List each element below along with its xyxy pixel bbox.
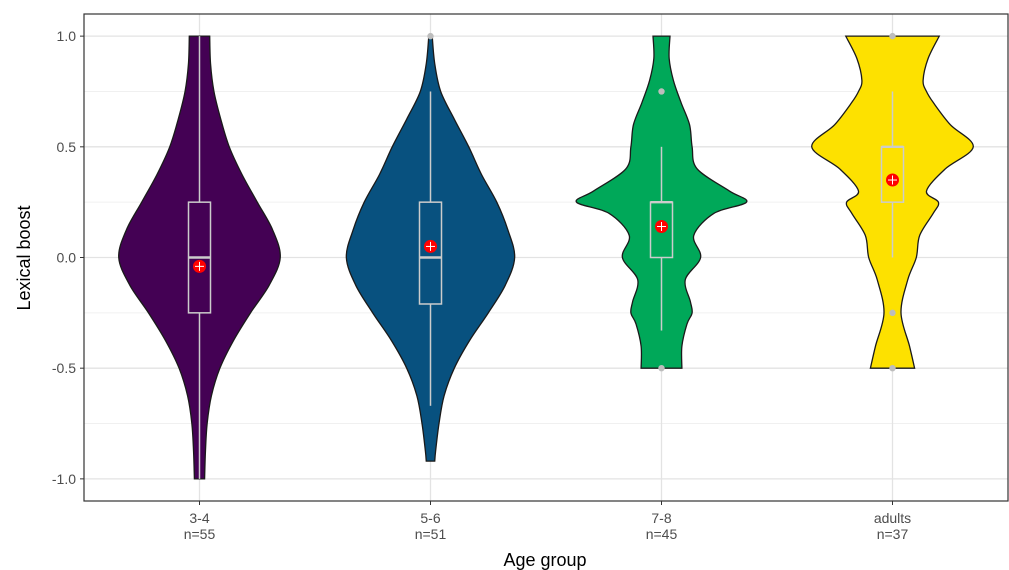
- x-count-label: n=55: [184, 526, 216, 542]
- x-axis-title: Age group: [503, 550, 586, 570]
- y-tick-label: 1.0: [57, 28, 77, 44]
- y-axis-title: Lexical boost: [14, 205, 34, 310]
- outlier-point: [658, 88, 665, 95]
- x-count-label: n=37: [877, 526, 909, 542]
- y-tick-label: -1.0: [52, 471, 76, 487]
- outlier-point: [889, 309, 896, 317]
- x-count-label: n=51: [415, 526, 447, 542]
- x-tick-label: 3-4: [189, 510, 209, 526]
- outlier-point: [889, 32, 896, 40]
- y-axis-ticks: 1.0 0.5 0.0 -0.5 -1.0: [52, 28, 84, 487]
- y-tick-label: 0.5: [57, 139, 77, 155]
- y-tick-label: 0.0: [57, 250, 77, 266]
- x-tick-label: 5-6: [420, 510, 440, 526]
- x-tick-label: 7-8: [651, 510, 671, 526]
- x-count-label: n=45: [646, 526, 678, 542]
- y-tick-label: -0.5: [52, 360, 76, 376]
- outlier-point: [658, 364, 665, 372]
- x-tick-label: adults: [874, 510, 911, 526]
- box-iqr: [418, 201, 443, 305]
- outlier-point: [427, 32, 434, 40]
- violin-layer: [118, 32, 974, 480]
- outlier-point: [889, 364, 896, 372]
